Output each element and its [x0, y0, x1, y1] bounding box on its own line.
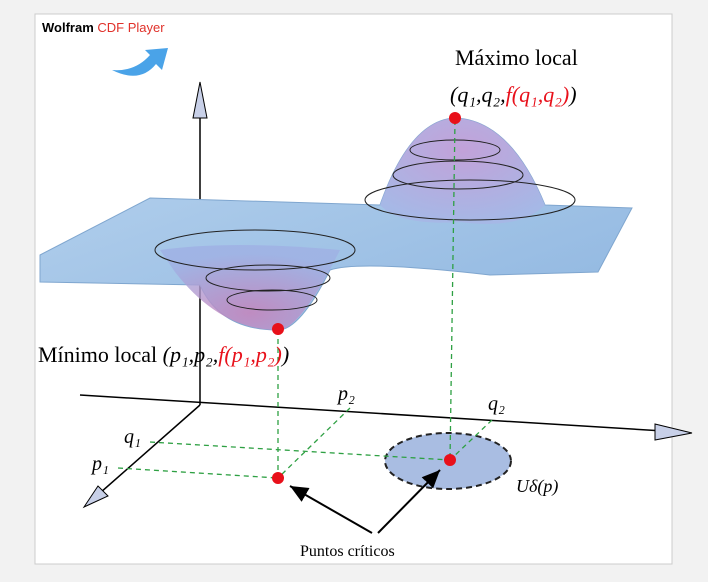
min-title: Mínimo local (p₁,p₂,f(p₁,p₂)) [38, 342, 289, 367]
p2-label: p₂ [336, 383, 355, 405]
neighborhood-label: Uδ(p) [516, 476, 558, 497]
page: Wolfram CDF Player Máximo local (q₁,q₂,f… [0, 0, 708, 582]
critical-points-label: Puntos críticos [300, 543, 395, 560]
q2-label: q₂ [488, 393, 505, 415]
max-coords: (q₁,q₂,f(q₁,q₂)) [450, 82, 577, 107]
q1-label: q₁ [124, 426, 141, 448]
cdf-player-view: Wolfram CDF Player Máximo local (q₁,q₂,f… [0, 0, 708, 582]
max-title: Máximo local [455, 45, 578, 70]
p1-label: p₁ [90, 453, 109, 475]
brand-label: Wolfram CDF Player [42, 20, 165, 35]
